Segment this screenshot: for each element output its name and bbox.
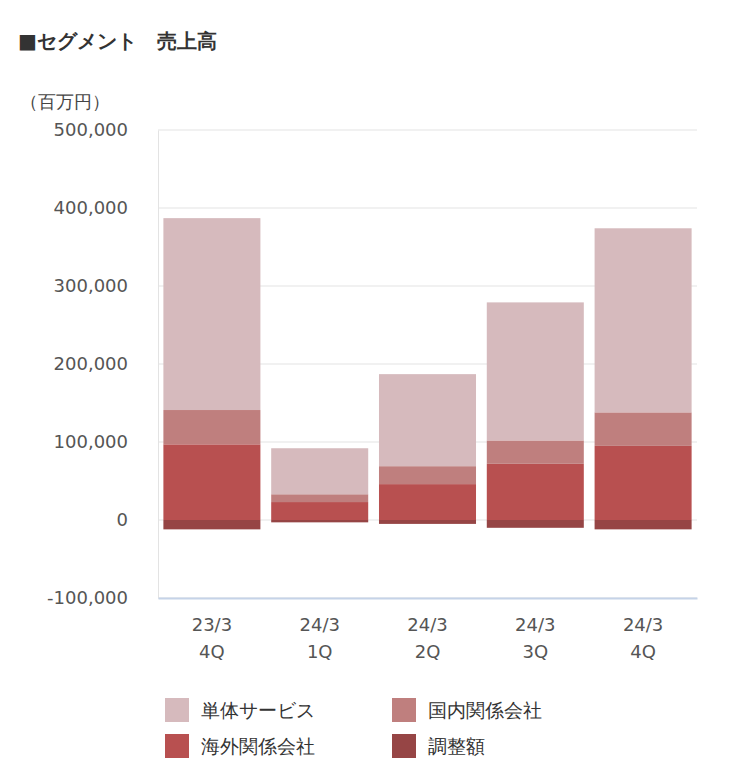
legend-item: 海外関係会社 xyxy=(165,734,315,758)
legend-item: 国内関係会社 xyxy=(392,698,542,722)
bar-segment xyxy=(379,520,476,524)
x-axis: 23/34Q 24/31Q 24/32Q 24/33Q 24/34Q xyxy=(159,598,698,662)
legend-item: 調整額 xyxy=(392,734,485,758)
y-tick: 300,000 xyxy=(54,275,158,296)
x-tick-label: 24/34Q xyxy=(623,614,663,662)
y-axis-line xyxy=(158,131,159,599)
y-tick-label: 500,000 xyxy=(54,119,128,140)
grid-line xyxy=(158,130,697,131)
bar-segment xyxy=(487,464,584,520)
y-tick-label: 300,000 xyxy=(54,275,128,296)
y-tick: 200,000 xyxy=(54,353,158,374)
legend: 単体サービス 国内関係会社海外関係会社 調整額 xyxy=(165,698,542,758)
y-tick-label: 100,000 xyxy=(54,431,128,452)
legend-swatch xyxy=(392,734,416,758)
grid-line xyxy=(158,598,697,599)
bar-segment xyxy=(163,444,260,520)
bar-segment xyxy=(271,494,368,502)
bar-segment xyxy=(487,302,584,440)
bars xyxy=(163,218,691,529)
chart: ■セグメント 売上高 （百万円） -100,000 0 100,000 200,000 30… xyxy=(0,0,746,774)
bar-segment xyxy=(487,440,584,463)
x-tick: 24/32Q xyxy=(407,598,447,662)
bar-segment xyxy=(595,412,692,446)
x-tick: 24/33Q xyxy=(515,598,555,662)
y-tick-label: 200,000 xyxy=(54,353,128,374)
x-tick-label: 24/31Q xyxy=(299,614,339,662)
x-tick-label: 24/33Q xyxy=(515,614,555,662)
x-axis-line xyxy=(159,598,698,600)
legend-label: 国内関係会社 xyxy=(428,699,542,721)
legend-label: 海外関係会社 xyxy=(201,735,315,757)
x-tick: 24/34Q xyxy=(623,598,663,662)
bar-segment xyxy=(271,502,368,520)
bar-segment xyxy=(595,520,692,529)
bar-segment xyxy=(163,218,260,410)
legend-item: 単体サービス xyxy=(165,698,315,722)
y-tick: 500,000 xyxy=(54,119,158,140)
y-tick: 400,000 xyxy=(54,197,158,218)
legend-swatch xyxy=(392,698,416,722)
bar-segment xyxy=(271,520,368,522)
y-tick-label: -100,000 xyxy=(47,587,128,608)
grid-line xyxy=(158,208,697,209)
y-axis: -100,000 0 100,000 200,000 300,000 400,000 500… xyxy=(47,119,158,608)
y-axis-label: （百万円） xyxy=(20,91,110,112)
y-tick: -100,000 xyxy=(47,587,158,608)
x-tick-label: 23/34Q xyxy=(192,614,232,662)
bar-segment xyxy=(271,448,368,494)
bar-segment xyxy=(379,374,476,466)
y-tick: 0 xyxy=(117,509,158,530)
legend-label: 調整額 xyxy=(428,735,485,757)
x-tick: 23/34Q xyxy=(192,598,232,662)
bar-segment xyxy=(487,520,584,528)
legend-label: 単体サービス xyxy=(201,699,315,721)
grid xyxy=(158,130,697,598)
bar-segment xyxy=(595,228,692,412)
legend-swatch xyxy=(165,698,189,722)
bar-segment xyxy=(379,484,476,520)
bar-segment xyxy=(595,446,692,520)
x-tick: 24/31Q xyxy=(299,598,339,662)
bar-segment xyxy=(163,410,260,444)
y-tick-label: 0 xyxy=(117,509,128,530)
y-tick: 100,000 xyxy=(54,431,158,452)
legend-swatch xyxy=(165,734,189,758)
title: ■セグメント 売上高 xyxy=(18,29,217,53)
y-tick-label: 400,000 xyxy=(54,197,128,218)
bar-segment xyxy=(379,466,476,484)
x-tick-label: 24/32Q xyxy=(407,614,447,662)
bar-segment xyxy=(163,520,260,529)
